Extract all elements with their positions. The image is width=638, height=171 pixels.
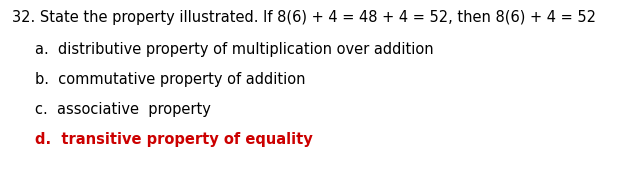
Text: c.  associative  property: c. associative property (35, 102, 211, 117)
Text: d.  transitive property of equality: d. transitive property of equality (35, 132, 313, 147)
Text: 32. State the property illustrated. If 8(6) + 4 = 48 + 4 = 52, then 8(6) + 4 = 5: 32. State the property illustrated. If 8… (12, 10, 596, 25)
Text: a.  distributive property of multiplication over addition: a. distributive property of multiplicati… (35, 42, 434, 57)
Text: b.  commutative property of addition: b. commutative property of addition (35, 72, 306, 87)
